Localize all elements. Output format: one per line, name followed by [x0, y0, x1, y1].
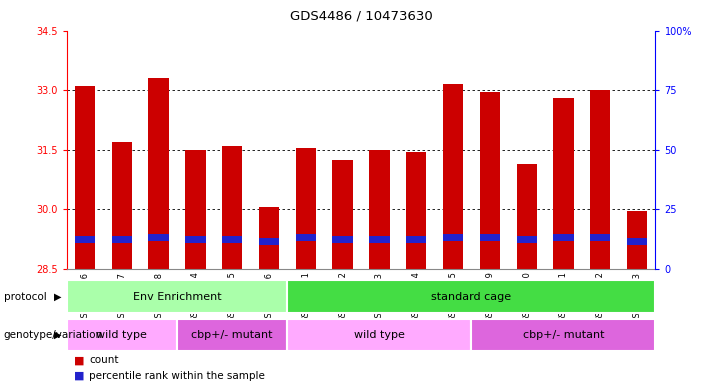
Bar — [627, 238, 647, 245]
Bar — [259, 207, 279, 269]
Bar — [67, 319, 177, 351]
Bar — [332, 236, 353, 243]
Bar — [67, 280, 287, 313]
Text: wild type: wild type — [354, 330, 405, 340]
Bar — [479, 234, 500, 241]
Bar — [479, 92, 500, 269]
Text: Env Enrichment: Env Enrichment — [132, 291, 222, 302]
Bar — [517, 236, 537, 243]
Bar — [369, 150, 390, 269]
Bar — [332, 160, 353, 269]
Text: count: count — [89, 355, 118, 365]
Bar — [222, 236, 243, 243]
Bar — [517, 164, 537, 269]
Text: GDS4486 / 10473630: GDS4486 / 10473630 — [290, 10, 433, 23]
Bar — [259, 238, 279, 245]
Bar — [406, 152, 426, 269]
Bar — [222, 146, 243, 269]
Bar — [185, 236, 205, 243]
Bar — [590, 234, 611, 241]
Text: ■: ■ — [74, 355, 84, 365]
Bar — [406, 236, 426, 243]
Text: genotype/variation: genotype/variation — [4, 330, 102, 340]
Bar — [111, 236, 132, 243]
Bar — [149, 234, 169, 241]
Bar — [443, 234, 463, 241]
Text: cbp+/- mutant: cbp+/- mutant — [523, 330, 604, 340]
Text: percentile rank within the sample: percentile rank within the sample — [89, 371, 265, 381]
Text: ▶: ▶ — [54, 291, 62, 302]
Bar — [111, 142, 132, 269]
Text: standard cage: standard cage — [431, 291, 512, 302]
Bar — [75, 86, 95, 269]
Bar — [185, 150, 205, 269]
Bar — [627, 211, 647, 269]
Bar — [553, 234, 573, 241]
Bar — [471, 319, 655, 351]
Text: wild type: wild type — [96, 330, 147, 340]
Bar — [590, 90, 611, 269]
Bar — [553, 98, 573, 269]
Bar — [296, 234, 316, 241]
Text: cbp+/- mutant: cbp+/- mutant — [191, 330, 273, 340]
Bar — [287, 280, 655, 313]
Bar — [287, 319, 471, 351]
Text: ▶: ▶ — [54, 330, 62, 340]
Bar — [296, 148, 316, 269]
Bar — [369, 236, 390, 243]
Bar — [177, 319, 287, 351]
Bar — [149, 78, 169, 269]
Text: ■: ■ — [74, 371, 84, 381]
Bar — [443, 84, 463, 269]
Bar — [75, 236, 95, 243]
Text: protocol: protocol — [4, 291, 46, 302]
